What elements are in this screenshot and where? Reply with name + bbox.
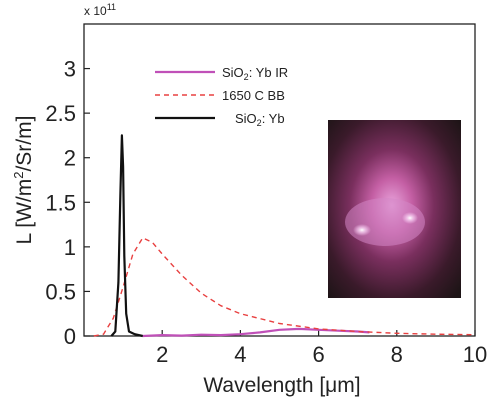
y-tick-label: 2 — [64, 146, 76, 171]
x-tick-label: 2 — [156, 342, 168, 367]
series-line-2 — [93, 237, 476, 337]
y-axis-label: L [W/m2/Sr/m] — [11, 116, 36, 245]
x-tick-label: 8 — [391, 342, 403, 367]
y-multiplier: x 1011 — [84, 2, 116, 18]
y-ticks: 0 0.5 1 1.5 2 2.5 3 — [45, 57, 90, 349]
legend: SiO2: Yb IR 1650 C BB SiO2: Yb — [155, 65, 288, 128]
y-tick-label: 1 — [64, 235, 76, 260]
legend-label-2: 1650 C BB — [222, 88, 285, 103]
x-ticks: 2 4 6 8 10 — [156, 330, 487, 367]
series-line-1 — [142, 327, 370, 338]
legend-label-3: SiO2: Yb — [235, 111, 285, 128]
x-tick-label: 6 — [312, 342, 324, 367]
y-tick-label: 2.5 — [45, 101, 76, 126]
y-tick-label: 0 — [64, 324, 76, 349]
x-tick-label: 4 — [234, 342, 246, 367]
series-group — [93, 134, 476, 338]
legend-label-1: SiO2: Yb IR — [222, 65, 288, 82]
x-tick-label: 10 — [463, 342, 487, 367]
inset-photo — [328, 120, 461, 298]
plot-frame — [83, 23, 476, 337]
y-tick-label: 0.5 — [45, 279, 76, 304]
y-multiplier-exponent: 11 — [107, 2, 116, 12]
y-tick-label: 1.5 — [45, 190, 76, 215]
x-axis-label: Wavelength [μm] — [203, 374, 360, 397]
series-line-3 — [110, 134, 143, 338]
y-tick-label: 3 — [64, 57, 76, 82]
